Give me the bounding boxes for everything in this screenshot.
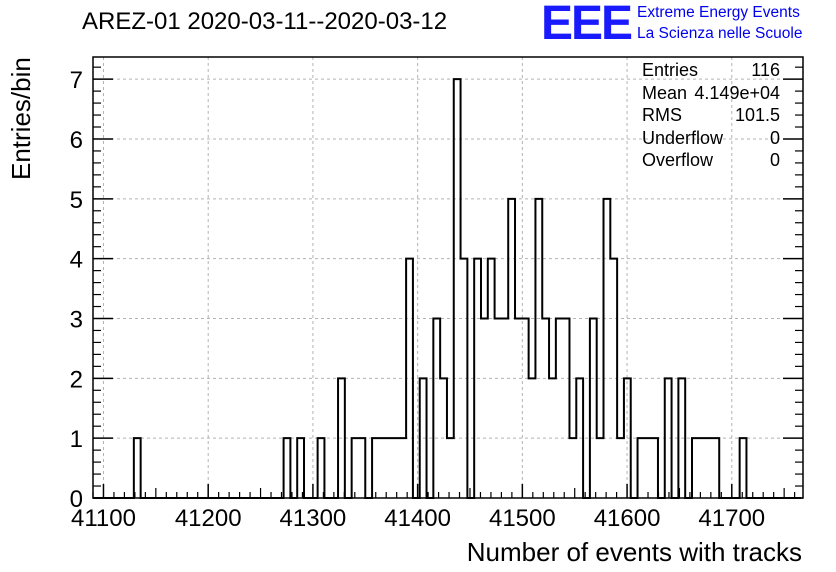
logo-letters: EEE: [541, 0, 633, 50]
tick-labels: 41100 41200 41300 41400 41500 41600 41700 0 1 2 3 4…: [70, 67, 766, 532]
stat-overflow-value: 0: [769, 150, 780, 170]
x-tick-label: 41200: [175, 505, 242, 532]
y-tick-label: 6: [70, 127, 83, 154]
x-tick-label: 41100: [71, 505, 136, 532]
stat-mean-value: 4.149e+04: [694, 82, 780, 103]
plot-frame: [92, 56, 804, 499]
stat-rms-value: 101.5: [734, 105, 780, 125]
y-axis-label: Entries/bin: [6, 57, 36, 180]
logo-line-2: La Scienza nelle Scuole: [637, 25, 803, 42]
y-tick-label: 1: [70, 426, 83, 453]
stat-rms-label: RMS: [642, 105, 682, 125]
stat-mean-label: Mean: [642, 82, 688, 103]
x-tick-label: 41500: [489, 505, 556, 532]
stat-entries-value: 116: [751, 60, 780, 80]
stats-box: Entries 116 Mean 4.149e+04 RMS 101.5 Underf…: [642, 60, 780, 173]
y-tick-label: 2: [70, 366, 83, 393]
x-tick-label: 41400: [384, 505, 451, 532]
x-axis-label: Number of events with tracks: [466, 537, 802, 567]
x-tick-label: 41700: [698, 505, 765, 532]
stat-underflow-label: Underflow: [642, 127, 724, 148]
x-tick-label: 41600: [594, 505, 661, 532]
chart-title: AREZ-01 2020-03-11--2020-03-12: [82, 8, 448, 35]
y-tick-label: 4: [70, 247, 83, 274]
stat-overflow-label: Overflow: [642, 150, 714, 170]
stat-underflow-value: 0: [769, 127, 780, 148]
y-tick-label: 0: [70, 486, 83, 513]
x-tick-label: 41300: [280, 505, 347, 532]
stat-entries-label: Entries: [642, 60, 699, 80]
histogram-outline: [93, 78, 801, 499]
y-tick-label: 5: [70, 187, 83, 214]
logo-line-1: Extreme Energy Events: [637, 4, 800, 21]
y-tick-label: 7: [70, 67, 83, 94]
y-tick-label: 3: [70, 306, 83, 333]
